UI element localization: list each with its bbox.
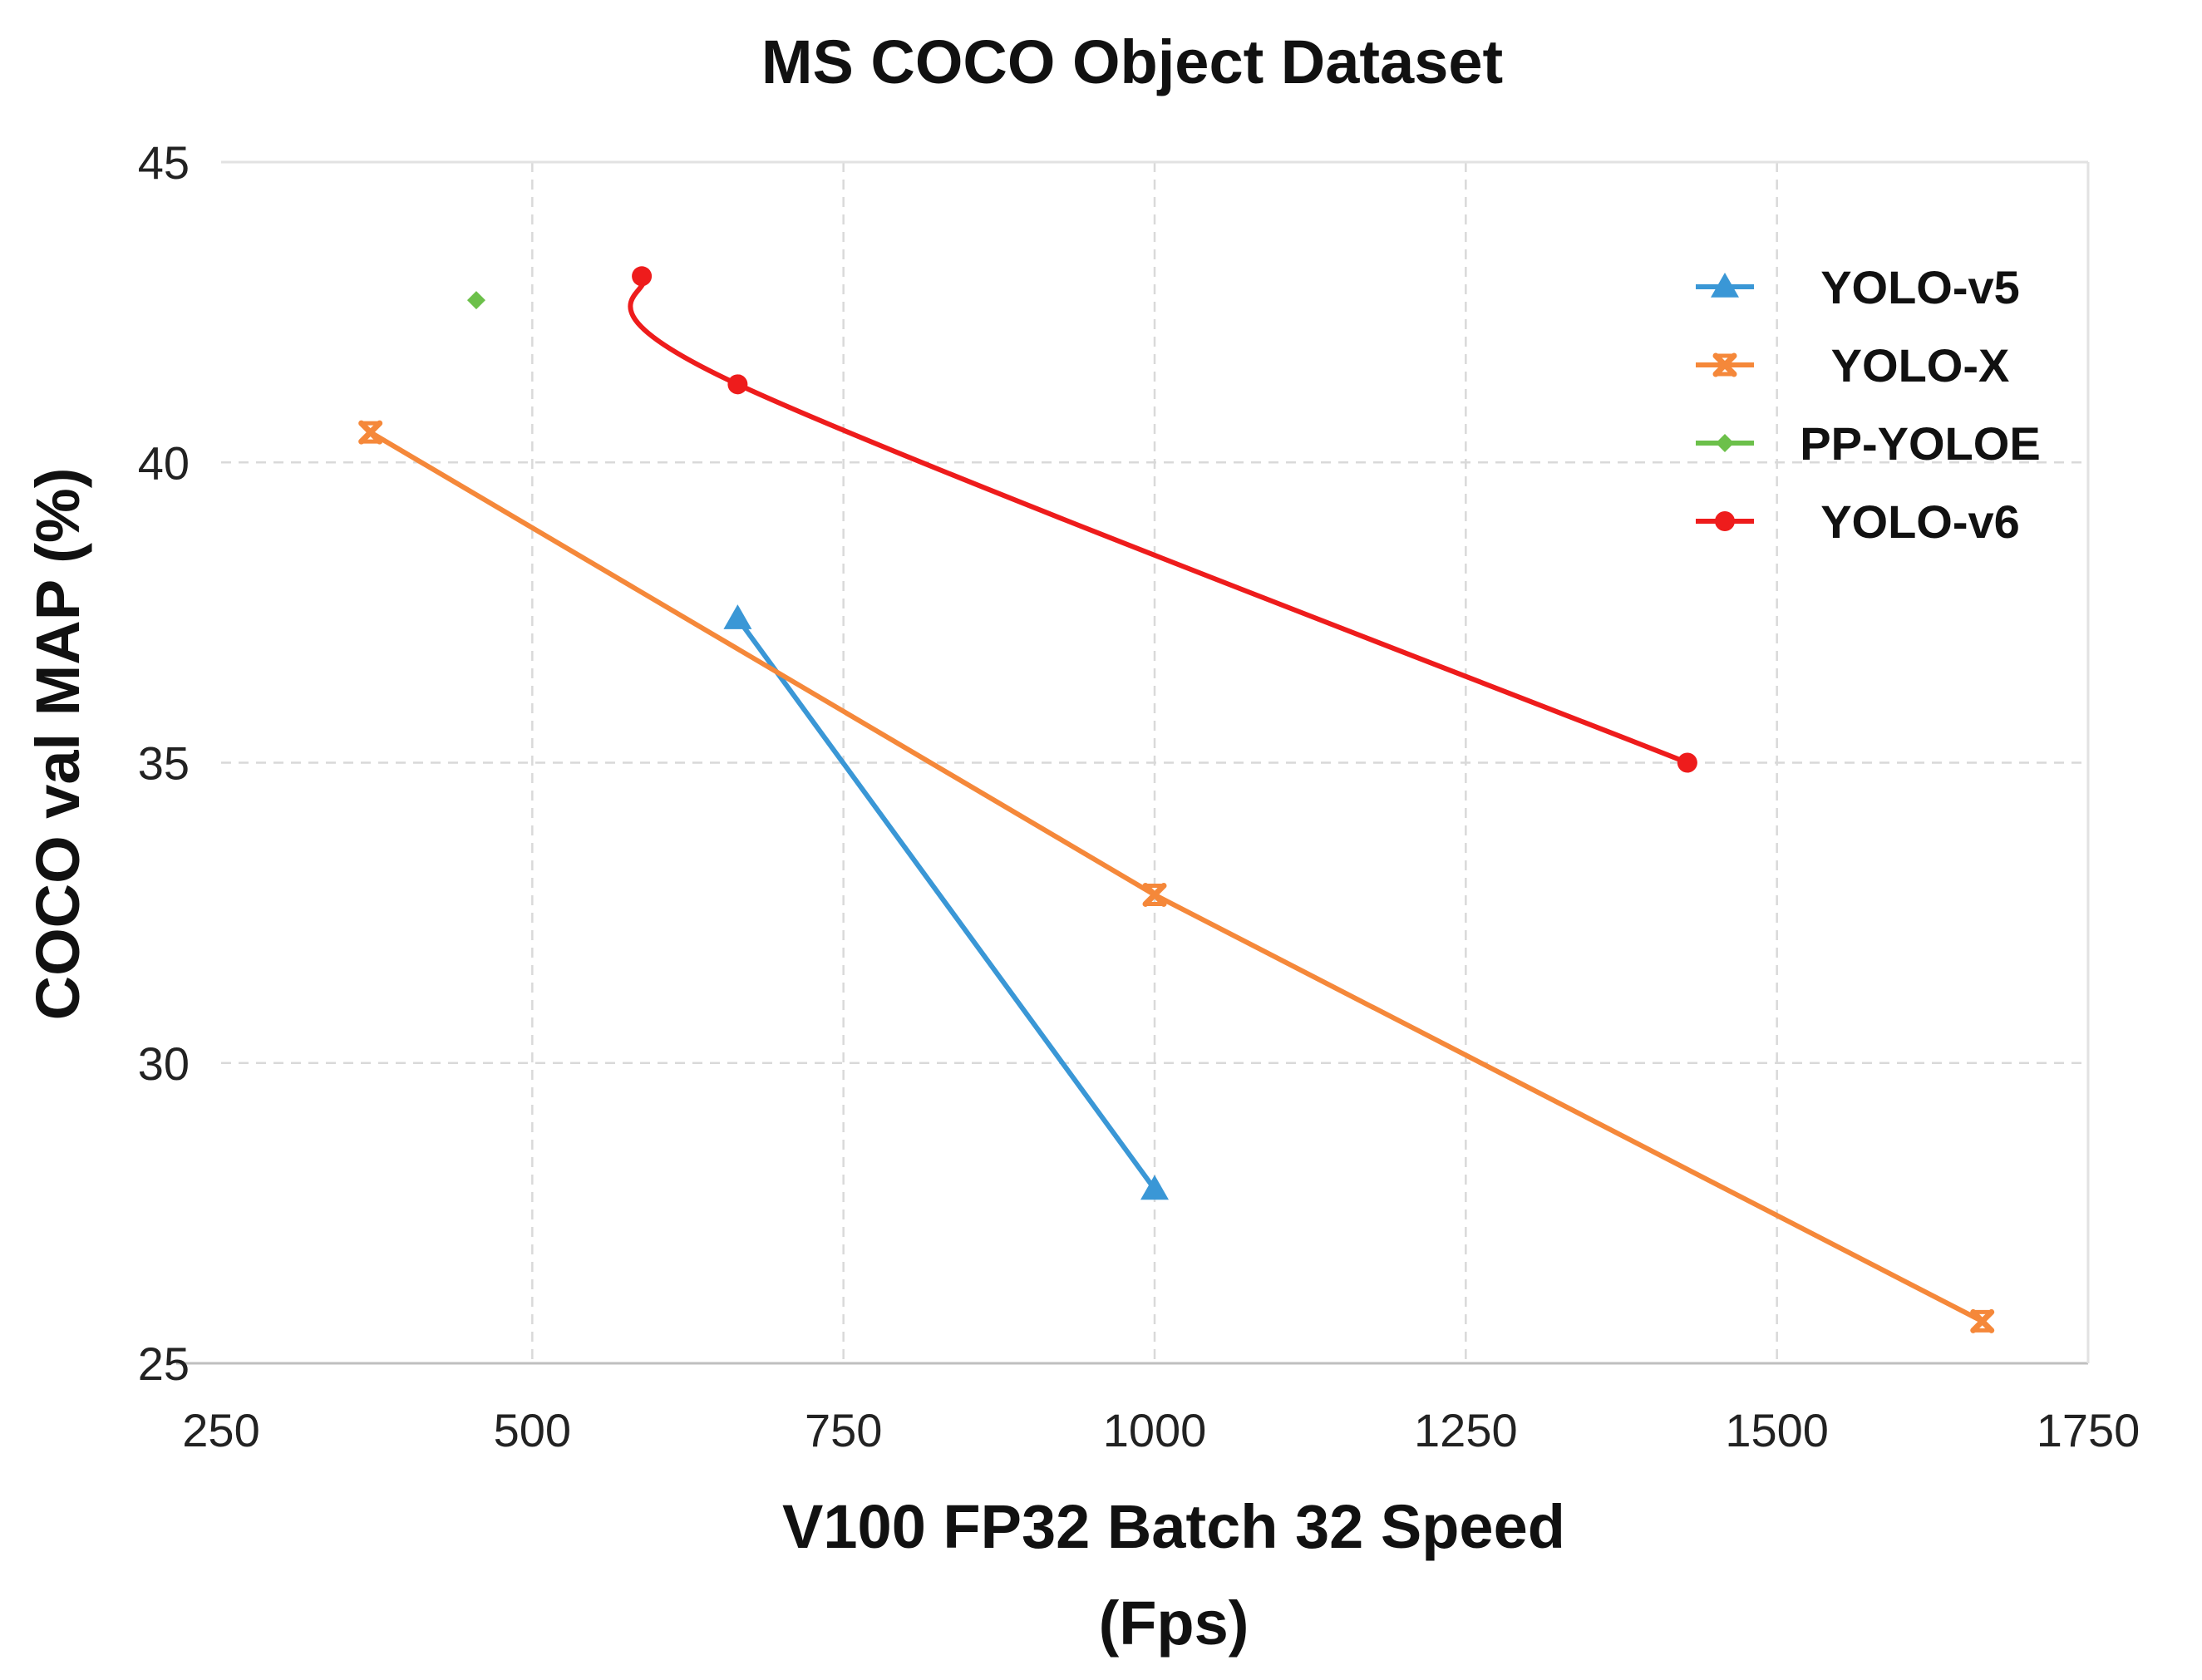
x-tick-label: 750 [805,1404,882,1456]
legend-marker-yolo-x [1712,352,1737,377]
y-tick-label: 45 [138,136,190,189]
x-axis-label: V100 FP32 Batch 32 Speed [782,1492,1565,1561]
x-tick-label: 250 [182,1404,259,1456]
series-line-yolo-v6 [628,273,1690,766]
legend-marker-yolo-v5 [1711,273,1739,298]
x-tick-label: 500 [494,1404,571,1456]
y-tick-labels: 25 30 35 40 45 [138,136,190,1390]
y-tick-label: 40 [138,436,190,489]
data-point-yolo-v5 [1140,1175,1169,1200]
legend-item-yolo-v6: YOLO-v6 [1696,495,2020,548]
legend-item-pp-yoloe: PP-YOLOE [1696,417,2041,470]
x-tick-label: 1500 [1725,1404,1829,1456]
y-tick-label: 30 [138,1037,190,1090]
data-point-pp-yoloe [466,291,485,310]
data-point-yolo-x [1970,1308,1995,1333]
x-tick-label: 1250 [1414,1404,1518,1456]
x-axis-label-units: (Fps) [1099,1589,1249,1658]
legend-marker-yolo-v6 [1715,511,1735,531]
legend-label: YOLO-X [1831,339,2010,392]
y-tick-label: 25 [138,1338,190,1390]
data-point-yolo-v6 [1677,752,1697,773]
series-yolo-v6 [628,266,1697,773]
legend-label: YOLO-v6 [1820,495,2020,548]
x-tick-label: 1750 [2037,1404,2140,1456]
series-yolo-v5 [723,604,1169,1200]
legend-marker-pp-yoloe [1716,434,1734,452]
legend-label: PP-YOLOE [1800,417,2040,470]
data-point-yolo-v5 [723,604,752,629]
data-point-yolo-x [358,420,383,445]
legend-item-yolo-x: YOLO-X [1696,339,2009,392]
data-point-yolo-v6 [632,266,653,287]
grid [221,162,2088,1363]
legend: YOLO-v5 YOLO-X PP-YOLOE YOLO-v6 [1696,261,2041,548]
series-pp-yoloe [466,291,485,310]
chart-title: MS COCO Object Dataset [761,27,1503,96]
y-axis-label: COCO val MAP (%) [23,468,92,1021]
y-tick-label: 35 [138,737,190,790]
series-group [358,266,1995,1333]
x-tick-labels: 250 500 750 1000 1250 1500 1750 [182,1404,2140,1456]
legend-label: YOLO-v5 [1820,261,2020,313]
series-line-yolo-v5 [735,616,1157,1192]
data-point-yolo-x [1142,882,1167,907]
x-tick-label: 1000 [1103,1404,1207,1456]
series-yolo-x [358,420,1995,1333]
legend-item-yolo-v5: YOLO-v5 [1696,261,2020,313]
data-point-yolo-v6 [727,374,748,395]
